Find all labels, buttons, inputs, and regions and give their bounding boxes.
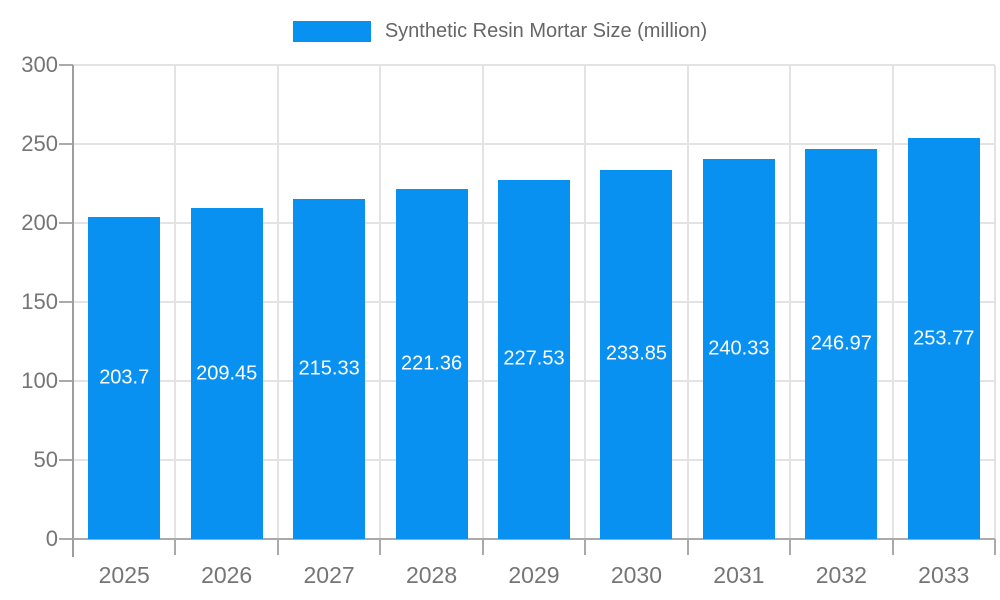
v-gridline — [994, 65, 996, 539]
h-gridline — [73, 143, 995, 145]
y-axis-tick — [59, 380, 73, 382]
bar-value-label: 240.33 — [708, 337, 770, 360]
x-tick-label: 2033 — [918, 562, 970, 588]
bar: 215.33 — [293, 198, 366, 539]
y-tick-label: 250 — [21, 131, 58, 156]
y-tick-label: 100 — [21, 368, 58, 393]
bar-value-label: 209.45 — [196, 362, 258, 385]
x-axis-tick — [686, 539, 689, 555]
bar-value-label: 233.85 — [605, 342, 668, 365]
x-tick-label: 2029 — [508, 562, 560, 588]
x-tick-label: 2031 — [713, 562, 765, 588]
x-axis-tick — [481, 539, 484, 555]
bar-value-label: 253.77 — [913, 327, 975, 349]
x-axis-tick — [584, 539, 587, 555]
bar: 253.77 — [907, 138, 980, 539]
legend-item[interactable]: Synthetic Resin Mortar Size (million) — [0, 20, 1000, 43]
x-tick-label: 2026 — [201, 562, 253, 588]
v-gridline — [379, 65, 382, 539]
x-axis-tick — [174, 539, 177, 555]
bar-value-label: 203.7 — [99, 366, 150, 389]
v-gridline — [481, 65, 484, 539]
x-axis-tick — [379, 539, 382, 555]
bar: 227.53 — [498, 179, 570, 539]
y-tick-label: 150 — [21, 289, 58, 314]
x-tick-label: 2025 — [98, 562, 150, 588]
bar-value-label: 221.36 — [400, 352, 463, 375]
v-gridline — [584, 65, 587, 539]
x-axis-line — [73, 538, 995, 540]
y-axis-line — [72, 65, 74, 557]
y-axis-tick — [59, 222, 73, 224]
x-tick-label: 2027 — [303, 562, 355, 588]
y-axis-tick — [59, 538, 73, 540]
y-tick-label: 200 — [21, 210, 58, 235]
y-axis-tick — [59, 64, 73, 66]
bar-value-label: 246.97 — [810, 332, 872, 355]
y-axis-tick — [59, 459, 73, 461]
v-gridline — [891, 65, 894, 539]
bar: 203.7 — [88, 217, 161, 539]
v-gridline — [686, 65, 689, 539]
y-tick-label: 0 — [45, 526, 58, 551]
h-gridline — [73, 64, 995, 66]
bar-value-label: 227.53 — [503, 347, 565, 370]
x-axis-tick — [789, 539, 792, 555]
bar: 209.45 — [190, 208, 263, 539]
bar: 233.85 — [600, 169, 673, 539]
x-axis-tick — [994, 539, 996, 555]
bar: 221.36 — [395, 189, 468, 539]
y-axis-tick — [59, 301, 73, 303]
v-gridline — [789, 65, 792, 539]
legend-swatch — [292, 21, 371, 42]
bar-value-label: 215.33 — [298, 357, 360, 380]
x-tick-label: 2028 — [405, 562, 458, 588]
v-gridline — [174, 65, 177, 539]
x-axis-tick — [891, 539, 894, 555]
y-axis-tick — [59, 143, 73, 145]
x-axis-tick — [276, 539, 279, 555]
v-gridline — [276, 65, 279, 539]
bar: 240.33 — [702, 159, 775, 539]
x-tick-label: 2032 — [815, 562, 867, 588]
y-tick-label: 50 — [33, 447, 58, 472]
x-tick-label: 2030 — [610, 562, 663, 588]
bar: 246.97 — [805, 148, 878, 539]
legend-label: Synthetic Resin Mortar Size (million) — [384, 20, 708, 42]
y-tick-label: 300 — [21, 52, 58, 77]
